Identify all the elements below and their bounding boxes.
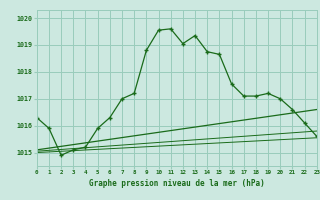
X-axis label: Graphe pression niveau de la mer (hPa): Graphe pression niveau de la mer (hPa) xyxy=(89,179,265,188)
